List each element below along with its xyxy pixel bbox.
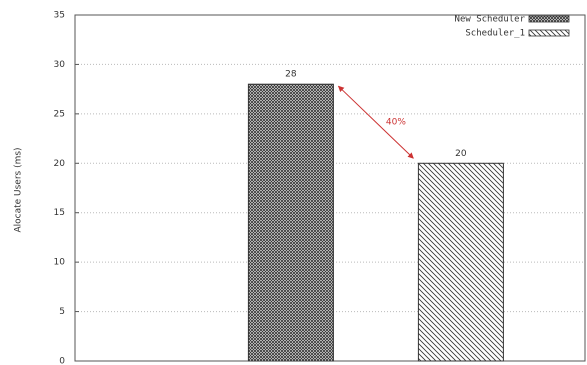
legend-swatch: [528, 15, 570, 23]
annotation-arrow: [337, 85, 414, 159]
y-tick-label: 20: [54, 159, 66, 169]
legend-label: Scheduler_1: [465, 29, 525, 39]
y-tick-label: 10: [54, 258, 66, 268]
data-label: 28: [285, 70, 297, 80]
legend-swatch: [528, 29, 570, 37]
y-tick-label: 35: [54, 11, 65, 21]
y-tick-label: 5: [59, 307, 65, 317]
bar: [417, 162, 504, 362]
y-tick-label: 25: [54, 109, 65, 119]
annotation-text: 40%: [386, 118, 406, 128]
legend-label: New Scheduler: [455, 15, 526, 25]
y-tick-label: 30: [54, 60, 66, 70]
data-label: 20: [455, 149, 467, 159]
y-axis-label: Alocate Users (ms): [14, 147, 24, 232]
bar: [247, 83, 334, 362]
y-tick-label: 15: [54, 208, 65, 218]
y-tick-label: 0: [59, 357, 65, 365]
